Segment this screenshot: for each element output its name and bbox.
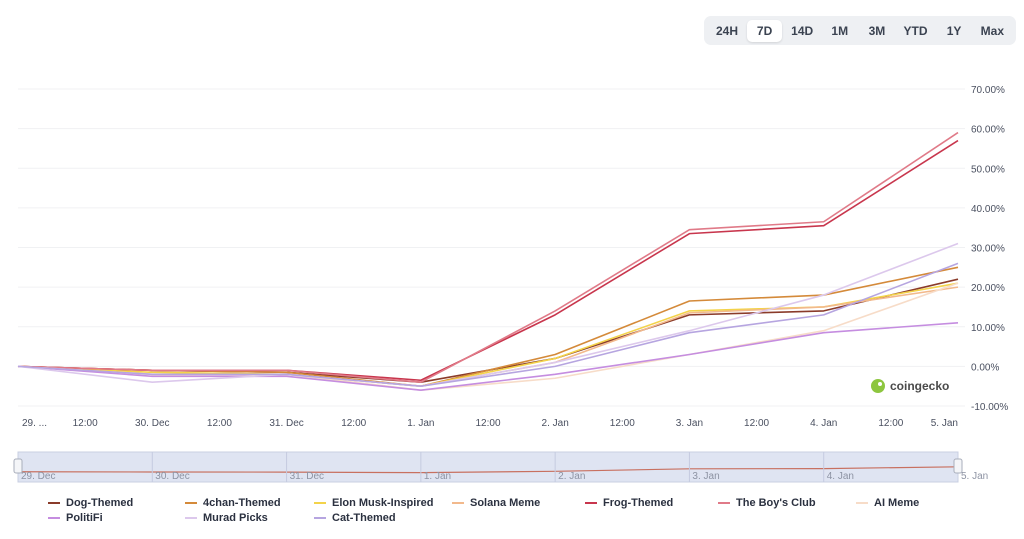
watermark-text: coingecko bbox=[890, 379, 949, 393]
range-button-1m[interactable]: 1M bbox=[831, 23, 849, 38]
range-button-7d[interactable]: 7D bbox=[747, 19, 783, 42]
y-tick-label: 60.00% bbox=[971, 125, 1005, 136]
x-tick-label: 12:00 bbox=[878, 418, 903, 429]
legend-label: 4chan-Themed bbox=[203, 497, 281, 509]
range-button-1y[interactable]: 1Y bbox=[946, 23, 962, 38]
legend-swatch bbox=[48, 517, 60, 519]
legend-item-murad-picks[interactable]: Murad Picks bbox=[185, 512, 268, 524]
legend-label: The Boy's Club bbox=[736, 497, 816, 509]
legend-label: Solana Meme bbox=[470, 497, 541, 509]
x-tick-label: 5. Jan bbox=[931, 418, 958, 429]
x-tick-label: 29. ... bbox=[22, 418, 47, 429]
legend-swatch bbox=[452, 502, 464, 504]
range-navigator[interactable]: 29. Dec 30. Dec 31. Dec 1. Jan 2. Jan 3. Jan 4… bbox=[13, 451, 988, 483]
series-line-politifi[interactable] bbox=[17, 321, 959, 391]
legend-item-frog-themed[interactable]: Frog-Themed bbox=[585, 497, 673, 509]
legend-item-politifi[interactable]: PolitiFi bbox=[48, 512, 103, 524]
legend-swatch bbox=[314, 517, 326, 519]
legend-label: PolitiFi bbox=[66, 512, 103, 524]
range-button-ytd[interactable]: YTD bbox=[903, 23, 928, 38]
navigator-tick-label: 3. Jan bbox=[692, 471, 719, 482]
navigator-tick-label: 2. Jan bbox=[558, 471, 585, 482]
legend-swatch bbox=[718, 502, 730, 504]
x-tick-label: 31. Dec bbox=[269, 418, 303, 429]
coingecko-watermark: coingecko bbox=[871, 379, 949, 393]
x-tick-label: 12:00 bbox=[475, 418, 500, 429]
grid-lines bbox=[18, 88, 965, 407]
legend-label: Murad Picks bbox=[203, 512, 268, 524]
legend-label: Dog-Themed bbox=[66, 497, 134, 509]
legend-swatch bbox=[48, 502, 60, 504]
navigator-series-line bbox=[17, 466, 959, 474]
series-line-solana-meme[interactable] bbox=[17, 286, 959, 387]
legend-item-cat-themed[interactable]: Cat-Themed bbox=[314, 512, 396, 524]
x-tick-label: 12:00 bbox=[744, 418, 769, 429]
range-button-3m[interactable]: 3M bbox=[868, 23, 886, 38]
x-tick-label: 30. Dec bbox=[135, 418, 169, 429]
legend-swatch bbox=[185, 502, 197, 504]
coingecko-logo-icon bbox=[871, 379, 885, 393]
navigator-tick-label: 5. Jan bbox=[961, 471, 988, 482]
series-line-cat-themed[interactable] bbox=[17, 262, 959, 387]
time-range-selector: 24H 7D 14D 1M 3M YTD 1Y Max bbox=[704, 16, 1016, 45]
legend-swatch bbox=[185, 517, 197, 519]
y-tick-label: 0.00% bbox=[971, 362, 999, 373]
y-axis-ticks: 70.00% 60.00% 50.00% 40.00% 30.00% 20.00% 10.0… bbox=[971, 85, 1008, 413]
legend-item-solana-meme[interactable]: Solana Meme bbox=[452, 497, 540, 509]
navigator-right-handle[interactable] bbox=[953, 458, 963, 474]
navigator-selection[interactable] bbox=[17, 451, 959, 483]
legend-item-dog-themed[interactable]: Dog-Themed bbox=[48, 497, 133, 509]
y-tick-label: 40.00% bbox=[971, 204, 1005, 215]
x-axis-ticks: 29. ... 12:00 30. Dec 12:00 31. Dec 12:00 1. J… bbox=[22, 418, 958, 429]
x-tick-label: 1. Jan bbox=[407, 418, 434, 429]
series-line-the-boy-s-club[interactable] bbox=[17, 131, 959, 384]
x-tick-label: 12:00 bbox=[610, 418, 635, 429]
legend-item-ai-meme[interactable]: AI Meme bbox=[856, 497, 919, 509]
navigator-left-handle[interactable] bbox=[13, 458, 23, 474]
legend-swatch bbox=[585, 502, 597, 504]
y-tick-label: 10.00% bbox=[971, 323, 1005, 334]
navigator-tick-label: 31. Dec bbox=[290, 471, 324, 482]
series-line-frog-themed[interactable] bbox=[17, 139, 959, 382]
legend-label: AI Meme bbox=[874, 497, 920, 509]
y-tick-label: -10.00% bbox=[971, 402, 1008, 413]
legend-item-the-boy-s-club[interactable]: The Boy's Club bbox=[718, 497, 816, 509]
x-tick-label: 12:00 bbox=[207, 418, 232, 429]
y-tick-label: 20.00% bbox=[971, 283, 1005, 294]
navigator-tick-label: 1. Jan bbox=[424, 471, 451, 482]
legend-label: Elon Musk-Inspired bbox=[332, 497, 434, 509]
legend-swatch bbox=[856, 502, 868, 504]
legend-item-elon-musk-inspired[interactable]: Elon Musk-Inspired bbox=[314, 497, 433, 509]
range-button-max[interactable]: Max bbox=[980, 23, 1004, 38]
x-tick-label: 12:00 bbox=[73, 418, 98, 429]
range-button-24h[interactable]: 24H bbox=[716, 23, 739, 38]
x-tick-label: 4. Jan bbox=[810, 418, 837, 429]
legend-label: Cat-Themed bbox=[332, 512, 396, 524]
y-tick-label: 50.00% bbox=[971, 164, 1005, 175]
navigator-tick-label: 29. Dec bbox=[21, 471, 55, 482]
legend-label: Frog-Themed bbox=[603, 497, 674, 509]
navigator-tick-label: 4. Jan bbox=[827, 471, 854, 482]
series-lines bbox=[17, 131, 959, 391]
x-tick-label: 3. Jan bbox=[676, 418, 703, 429]
navigator-tick-label: 30. Dec bbox=[155, 471, 189, 482]
series-line-murad-picks[interactable] bbox=[17, 242, 959, 387]
y-tick-label: 70.00% bbox=[971, 85, 1005, 96]
legend-swatch bbox=[314, 502, 326, 504]
y-tick-label: 30.00% bbox=[971, 244, 1005, 255]
range-button-14d[interactable]: 14D bbox=[791, 23, 814, 38]
x-tick-label: 2. Jan bbox=[542, 418, 569, 429]
x-tick-label: 12:00 bbox=[341, 418, 366, 429]
legend-item-4chan-themed[interactable]: 4chan-Themed bbox=[185, 497, 281, 509]
